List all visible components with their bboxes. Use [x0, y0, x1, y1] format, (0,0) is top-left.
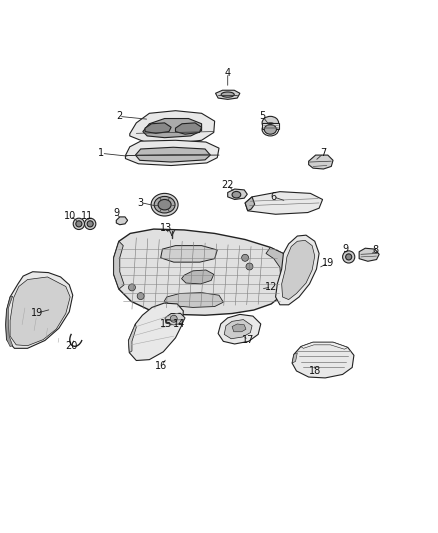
Text: 19: 19	[31, 308, 43, 318]
Text: 11: 11	[81, 211, 93, 221]
Polygon shape	[143, 118, 201, 138]
Text: 9: 9	[113, 208, 120, 219]
Polygon shape	[6, 272, 73, 349]
Circle shape	[246, 263, 253, 270]
Text: 7: 7	[320, 148, 327, 158]
Polygon shape	[224, 320, 252, 339]
Polygon shape	[282, 240, 315, 300]
Polygon shape	[114, 241, 124, 289]
Text: 4: 4	[225, 68, 231, 78]
Polygon shape	[359, 248, 379, 261]
Polygon shape	[128, 303, 184, 360]
Ellipse shape	[154, 197, 175, 213]
Polygon shape	[218, 314, 261, 344]
Polygon shape	[125, 140, 219, 166]
Polygon shape	[130, 111, 215, 144]
Polygon shape	[145, 123, 171, 133]
Ellipse shape	[262, 116, 279, 130]
Polygon shape	[165, 313, 185, 325]
Polygon shape	[176, 123, 201, 134]
Polygon shape	[292, 353, 297, 363]
Circle shape	[343, 251, 355, 263]
Text: 20: 20	[66, 341, 78, 351]
Polygon shape	[301, 342, 348, 349]
Ellipse shape	[232, 191, 241, 198]
Circle shape	[87, 221, 93, 227]
Circle shape	[76, 221, 82, 227]
Text: 12: 12	[265, 282, 277, 292]
Text: 3: 3	[138, 198, 144, 207]
Polygon shape	[215, 90, 240, 99]
Polygon shape	[276, 235, 319, 305]
Circle shape	[346, 254, 352, 260]
Polygon shape	[135, 147, 210, 162]
Ellipse shape	[264, 125, 276, 134]
Polygon shape	[228, 189, 247, 199]
Text: 2: 2	[116, 111, 122, 122]
Text: 19: 19	[321, 258, 334, 268]
Polygon shape	[266, 247, 297, 294]
Ellipse shape	[151, 193, 178, 216]
Polygon shape	[164, 293, 223, 308]
Circle shape	[137, 293, 144, 300]
Polygon shape	[10, 277, 70, 346]
Ellipse shape	[221, 92, 234, 97]
Circle shape	[128, 284, 135, 291]
Text: 15: 15	[160, 319, 172, 329]
Text: 10: 10	[64, 211, 76, 221]
Polygon shape	[116, 217, 127, 225]
Polygon shape	[128, 324, 136, 353]
Circle shape	[170, 315, 177, 322]
Text: 9: 9	[342, 244, 348, 254]
Ellipse shape	[262, 123, 279, 136]
Text: 1: 1	[99, 148, 105, 158]
Text: 22: 22	[222, 180, 234, 190]
Polygon shape	[161, 246, 217, 262]
Polygon shape	[232, 324, 246, 332]
Polygon shape	[245, 192, 322, 214]
Polygon shape	[6, 296, 13, 346]
Text: 8: 8	[373, 245, 379, 255]
Polygon shape	[245, 197, 254, 211]
Polygon shape	[114, 229, 297, 315]
Text: 5: 5	[259, 111, 266, 122]
Text: 17: 17	[242, 335, 255, 345]
Text: 16: 16	[155, 361, 168, 371]
Ellipse shape	[158, 199, 171, 210]
Circle shape	[242, 254, 249, 261]
Text: 6: 6	[270, 192, 276, 202]
Text: 18: 18	[309, 366, 321, 376]
Polygon shape	[182, 270, 214, 284]
Circle shape	[85, 218, 96, 230]
Circle shape	[73, 218, 85, 230]
Polygon shape	[262, 123, 279, 130]
Text: 14: 14	[173, 319, 185, 329]
Polygon shape	[309, 155, 333, 169]
Text: 13: 13	[160, 223, 172, 233]
Polygon shape	[292, 342, 354, 378]
